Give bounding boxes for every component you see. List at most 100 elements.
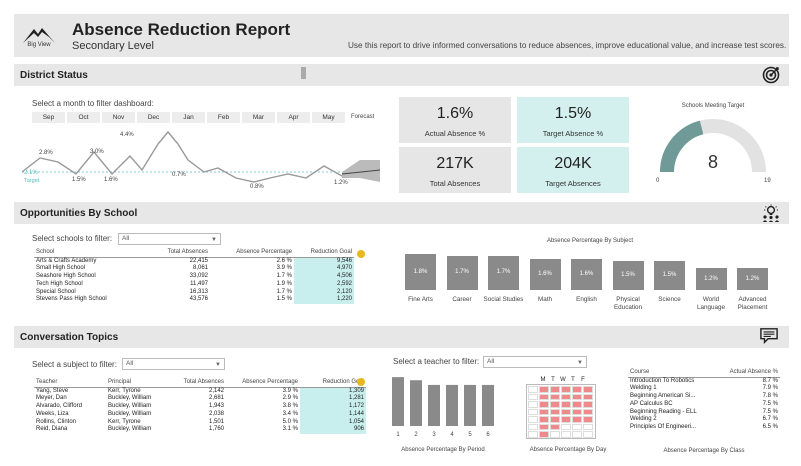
heatmap-cell[interactable] — [572, 431, 582, 438]
month-mar[interactable]: Mar — [242, 112, 275, 123]
heatmap-cell[interactable] — [539, 431, 549, 438]
subject-bar[interactable]: 1.6% — [571, 258, 602, 290]
col-school[interactable]: School — [34, 248, 158, 258]
table-row[interactable]: Beginning Reading - ELL 7.5 % — [628, 409, 780, 417]
col-principal[interactable]: Principal — [106, 378, 170, 388]
table-row[interactable]: Welding 2 6.7 % — [628, 416, 780, 424]
heatmap-cell[interactable] — [561, 386, 571, 393]
heatmap-cell[interactable] — [561, 393, 571, 400]
col-teacher[interactable]: Teacher — [34, 378, 106, 388]
heatmap-cell[interactable] — [550, 431, 560, 438]
heatmap-cell[interactable] — [572, 423, 582, 430]
heatmap-cell[interactable] — [572, 401, 582, 408]
heatmap-cell[interactable] — [583, 393, 593, 400]
period-bar[interactable] — [464, 384, 476, 426]
table-row[interactable]: AP Calculus BC 7.5 % — [628, 401, 780, 409]
subject-filter-dropdown[interactable]: All ▼ — [122, 358, 225, 370]
heatmap-cell[interactable] — [550, 416, 560, 423]
subject-bar[interactable]: 1.2% — [737, 268, 768, 290]
heatmap-cell[interactable] — [572, 408, 582, 415]
table-row[interactable]: Special School 16,313 1.7 % 2,120 — [34, 288, 354, 297]
subject-bar[interactable]: 1.7% — [446, 256, 478, 290]
col-total-absences[interactable]: Total Absences — [158, 248, 210, 258]
scroll-handle[interactable] — [301, 67, 306, 79]
table-row[interactable]: Weeks, Liza Buckley, William 2,038 3.4 % 1,1… — [34, 410, 366, 419]
subject-bar[interactable]: 1.6% — [529, 258, 561, 290]
table-row[interactable]: Introduction To Robotics 8.7 % — [628, 377, 780, 385]
month-jan[interactable]: Jan — [172, 112, 205, 123]
subject-bar[interactable]: 1.5% — [654, 261, 685, 290]
heatmap-cell[interactable] — [561, 416, 571, 423]
table-row[interactable]: Seashore High School 33,092 1.7 % 4,506 — [34, 273, 354, 281]
heatmap-cell[interactable] — [561, 431, 571, 438]
month-apr[interactable]: Apr — [277, 112, 310, 123]
heatmap-cell[interactable] — [528, 431, 538, 438]
table-row[interactable]: Meyer, Dan Buckley, William 2,681 2.9 % 1,28… — [34, 395, 366, 404]
heatmap-cell[interactable] — [583, 408, 593, 415]
heatmap-cell[interactable] — [550, 408, 560, 415]
heatmap-cell[interactable] — [539, 423, 549, 430]
table-row[interactable]: Yang, Steve Kerr, Tyrone 2,142 3.9 % 1,309 — [34, 387, 366, 396]
table-row[interactable]: Principles Of Engineeri... 6.5 % — [628, 424, 780, 432]
heatmap-cell[interactable] — [528, 416, 538, 423]
heatmap-cell[interactable] — [583, 431, 593, 438]
col-actual-absence[interactable]: Actual Absence % — [724, 368, 780, 378]
col-teacher-total-absences[interactable]: Total Absences — [170, 378, 226, 388]
col-teacher-absence-percentage[interactable]: Absence Percentage — [226, 378, 300, 388]
table-row[interactable]: Alvarado, Clifford Buckley, William 1,943 3… — [34, 403, 366, 411]
table-row[interactable]: Reid, Diana Buckley, William 1,760 3.1 % 906 — [34, 426, 366, 435]
heatmap-cell[interactable] — [572, 393, 582, 400]
subject-bar[interactable]: 1.8% — [405, 254, 436, 290]
col-course[interactable]: Course — [628, 368, 724, 378]
period-bar[interactable] — [410, 380, 422, 426]
heatmap-cell[interactable] — [550, 386, 560, 393]
heatmap-cell[interactable] — [528, 423, 538, 430]
table-row[interactable]: Rollins, Clinton Kerr, Tyrone 1,501 5.0 % 1,… — [34, 418, 366, 427]
heatmap-cell[interactable] — [528, 408, 538, 415]
heatmap-cell[interactable] — [539, 408, 549, 415]
heatmap-cell[interactable] — [583, 401, 593, 408]
period-bar[interactable] — [428, 384, 440, 426]
table-row[interactable]: Stevens Pass High School 43,576 1.5 % 1,220 — [34, 296, 354, 305]
heatmap-cell[interactable] — [550, 423, 560, 430]
col-teacher-reduction-goal[interactable]: Reduction Goal — [300, 378, 366, 388]
table-row[interactable]: Tech High School 11,497 1.9 % 2,592 — [34, 280, 354, 289]
heatmap-cell[interactable] — [583, 416, 593, 423]
col-reduction-goal[interactable]: Reduction Goal — [294, 248, 354, 258]
heatmap-cell[interactable] — [528, 393, 538, 400]
month-may[interactable]: May — [312, 112, 345, 123]
heatmap-cell[interactable] — [583, 386, 593, 393]
heatmap-cell[interactable] — [561, 408, 571, 415]
heatmap-cell[interactable] — [528, 386, 538, 393]
heatmap-cell[interactable] — [572, 386, 582, 393]
heatmap-cell[interactable] — [550, 401, 560, 408]
subject-bar[interactable]: 1.7% — [488, 256, 519, 290]
period-bar[interactable] — [392, 377, 404, 426]
heatmap-cell[interactable] — [550, 393, 560, 400]
heatmap-cell[interactable] — [539, 401, 549, 408]
month-dec[interactable]: Dec — [137, 112, 170, 123]
heatmap-cell[interactable] — [561, 423, 571, 430]
school-filter-dropdown[interactable]: All ▼ — [118, 233, 221, 245]
col-absence-percentage[interactable]: Absence Percentage — [210, 248, 294, 258]
subject-bar[interactable]: 1.2% — [695, 268, 727, 290]
month-oct[interactable]: Oct — [67, 112, 100, 123]
table-row[interactable]: Arts & Crafts Academy 22,415 2.6 % 9,546 — [34, 257, 354, 266]
heatmap-cell[interactable] — [583, 423, 593, 430]
month-feb[interactable]: Feb — [207, 112, 240, 123]
month-sep[interactable]: Sep — [32, 112, 65, 123]
heatmap-cell[interactable] — [539, 393, 549, 400]
teacher-filter-dropdown[interactable]: All ▼ — [483, 356, 587, 368]
heatmap-cell[interactable] — [539, 386, 549, 393]
heatmap-cell[interactable] — [572, 416, 582, 423]
month-nov[interactable]: Nov — [102, 112, 135, 123]
table-row[interactable]: Small High School 8,061 3.9 % 4,970 — [34, 265, 354, 274]
subject-bar[interactable]: 1.5% — [612, 261, 644, 290]
table-row[interactable]: Beginning American Si... 7.8 % — [628, 393, 780, 401]
heatmap-cell[interactable] — [561, 401, 571, 408]
period-bar[interactable] — [446, 384, 458, 426]
heatmap-cell[interactable] — [528, 401, 538, 408]
heatmap-cell[interactable] — [539, 416, 549, 423]
table-row[interactable]: Welding 1 7.9 % — [628, 385, 780, 393]
period-bar[interactable] — [482, 384, 494, 426]
